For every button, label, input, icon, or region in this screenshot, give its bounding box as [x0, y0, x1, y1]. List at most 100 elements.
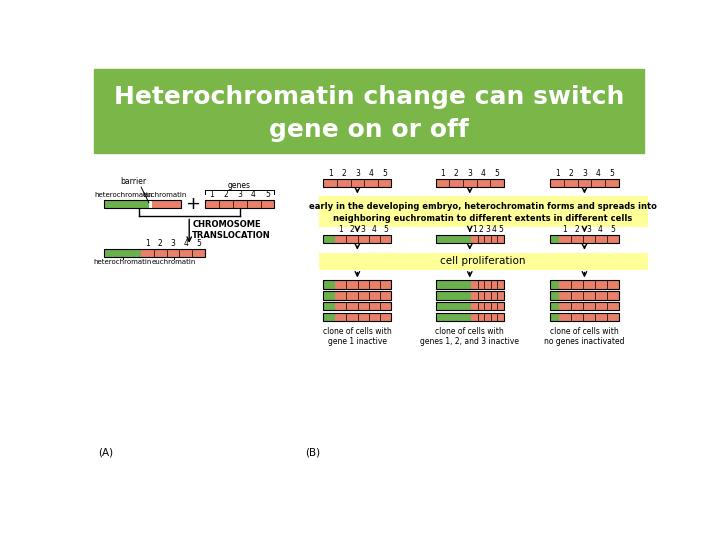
- Text: 4: 4: [372, 225, 377, 234]
- Text: clone of cells with
genes 1, 2, and 3 inactive: clone of cells with genes 1, 2, and 3 in…: [420, 327, 519, 346]
- Text: 3: 3: [171, 239, 176, 248]
- Bar: [559, 280, 618, 289]
- Text: 1: 1: [555, 169, 559, 178]
- Bar: [94, 69, 644, 153]
- Bar: [471, 235, 504, 244]
- Bar: [550, 313, 559, 321]
- Bar: [335, 313, 392, 321]
- Text: 2: 2: [479, 225, 483, 234]
- Bar: [323, 235, 392, 244]
- Text: 2: 2: [341, 169, 346, 178]
- Text: 4: 4: [492, 225, 497, 234]
- Bar: [550, 280, 559, 289]
- Text: Heterochromatin change can switch: Heterochromatin change can switch: [114, 85, 624, 109]
- Bar: [550, 302, 559, 310]
- Bar: [323, 280, 392, 289]
- Bar: [323, 179, 392, 187]
- Bar: [323, 291, 392, 300]
- Bar: [471, 280, 504, 289]
- Bar: [323, 280, 335, 289]
- Bar: [550, 313, 618, 321]
- Bar: [436, 280, 504, 289]
- Bar: [436, 280, 471, 289]
- Bar: [323, 302, 335, 310]
- Text: heterochromatin: heterochromatin: [94, 192, 153, 198]
- Text: 5: 5: [196, 239, 201, 248]
- Bar: [550, 291, 618, 300]
- Text: 1: 1: [562, 225, 567, 234]
- Text: euchromatin: euchromatin: [151, 259, 196, 265]
- Text: clone of cells with
gene 1 inactive: clone of cells with gene 1 inactive: [323, 327, 392, 346]
- Text: 4: 4: [481, 169, 486, 178]
- Bar: [550, 235, 618, 244]
- Text: gene on or off: gene on or off: [269, 118, 469, 142]
- Text: cell proliferation: cell proliferation: [440, 256, 526, 266]
- Bar: [436, 291, 471, 300]
- Bar: [335, 280, 392, 289]
- Text: heterochromatin: heterochromatin: [94, 259, 152, 265]
- Bar: [204, 200, 274, 208]
- Bar: [436, 291, 504, 300]
- Bar: [335, 302, 392, 310]
- Bar: [471, 302, 504, 310]
- Bar: [436, 302, 504, 310]
- Bar: [141, 249, 204, 257]
- Text: 5: 5: [609, 169, 614, 178]
- Text: 1: 1: [210, 190, 214, 199]
- Bar: [436, 313, 504, 321]
- Bar: [436, 179, 504, 187]
- Bar: [559, 235, 618, 244]
- Text: 1: 1: [440, 169, 445, 178]
- Bar: [550, 291, 559, 300]
- Text: early in the developing embryo, heterochromatin forms and spreads into: early in the developing embryo, heteroch…: [309, 202, 657, 211]
- Text: 5: 5: [382, 169, 387, 178]
- Text: 3: 3: [361, 225, 366, 234]
- Bar: [319, 197, 648, 227]
- Text: 3: 3: [237, 190, 242, 199]
- Text: 2: 2: [223, 190, 228, 199]
- Text: 1: 1: [328, 169, 333, 178]
- Bar: [436, 313, 471, 321]
- Bar: [323, 313, 335, 321]
- Bar: [436, 235, 471, 244]
- Text: 3: 3: [467, 169, 472, 178]
- Bar: [550, 235, 559, 244]
- Text: 1: 1: [145, 239, 150, 248]
- Text: neighboring euchromatin to different extents in different cells: neighboring euchromatin to different ext…: [333, 213, 633, 222]
- Text: genes: genes: [228, 180, 251, 190]
- Text: (B): (B): [305, 448, 320, 457]
- Bar: [550, 179, 618, 187]
- Text: clone of cells with
no genes inactivated: clone of cells with no genes inactivated: [544, 327, 625, 346]
- Text: 2: 2: [158, 239, 163, 248]
- Text: 4: 4: [369, 169, 374, 178]
- Text: 2: 2: [349, 225, 354, 234]
- Text: 2: 2: [568, 169, 573, 178]
- Text: (A): (A): [98, 448, 113, 457]
- Text: 3: 3: [355, 169, 360, 178]
- Text: 5: 5: [495, 169, 500, 178]
- Text: barrier: barrier: [120, 177, 146, 186]
- Text: 2: 2: [574, 225, 579, 234]
- Text: 4: 4: [598, 225, 603, 234]
- Bar: [149, 200, 152, 208]
- Text: 3: 3: [586, 225, 591, 234]
- Text: 4: 4: [595, 169, 600, 178]
- Text: CHROMOSOME
TRANSLOCATION: CHROMOSOME TRANSLOCATION: [192, 220, 271, 240]
- Bar: [335, 235, 392, 244]
- Bar: [104, 249, 141, 257]
- Bar: [471, 313, 504, 321]
- Bar: [436, 302, 471, 310]
- Bar: [323, 291, 335, 300]
- Bar: [335, 291, 392, 300]
- Bar: [436, 235, 504, 244]
- Bar: [323, 179, 392, 187]
- Bar: [152, 200, 181, 208]
- Text: 5: 5: [498, 225, 503, 234]
- Bar: [104, 249, 204, 257]
- Bar: [559, 313, 618, 321]
- Bar: [559, 302, 618, 310]
- Bar: [104, 200, 149, 208]
- Text: euchromatin: euchromatin: [143, 192, 186, 198]
- Bar: [323, 302, 392, 310]
- Bar: [471, 291, 504, 300]
